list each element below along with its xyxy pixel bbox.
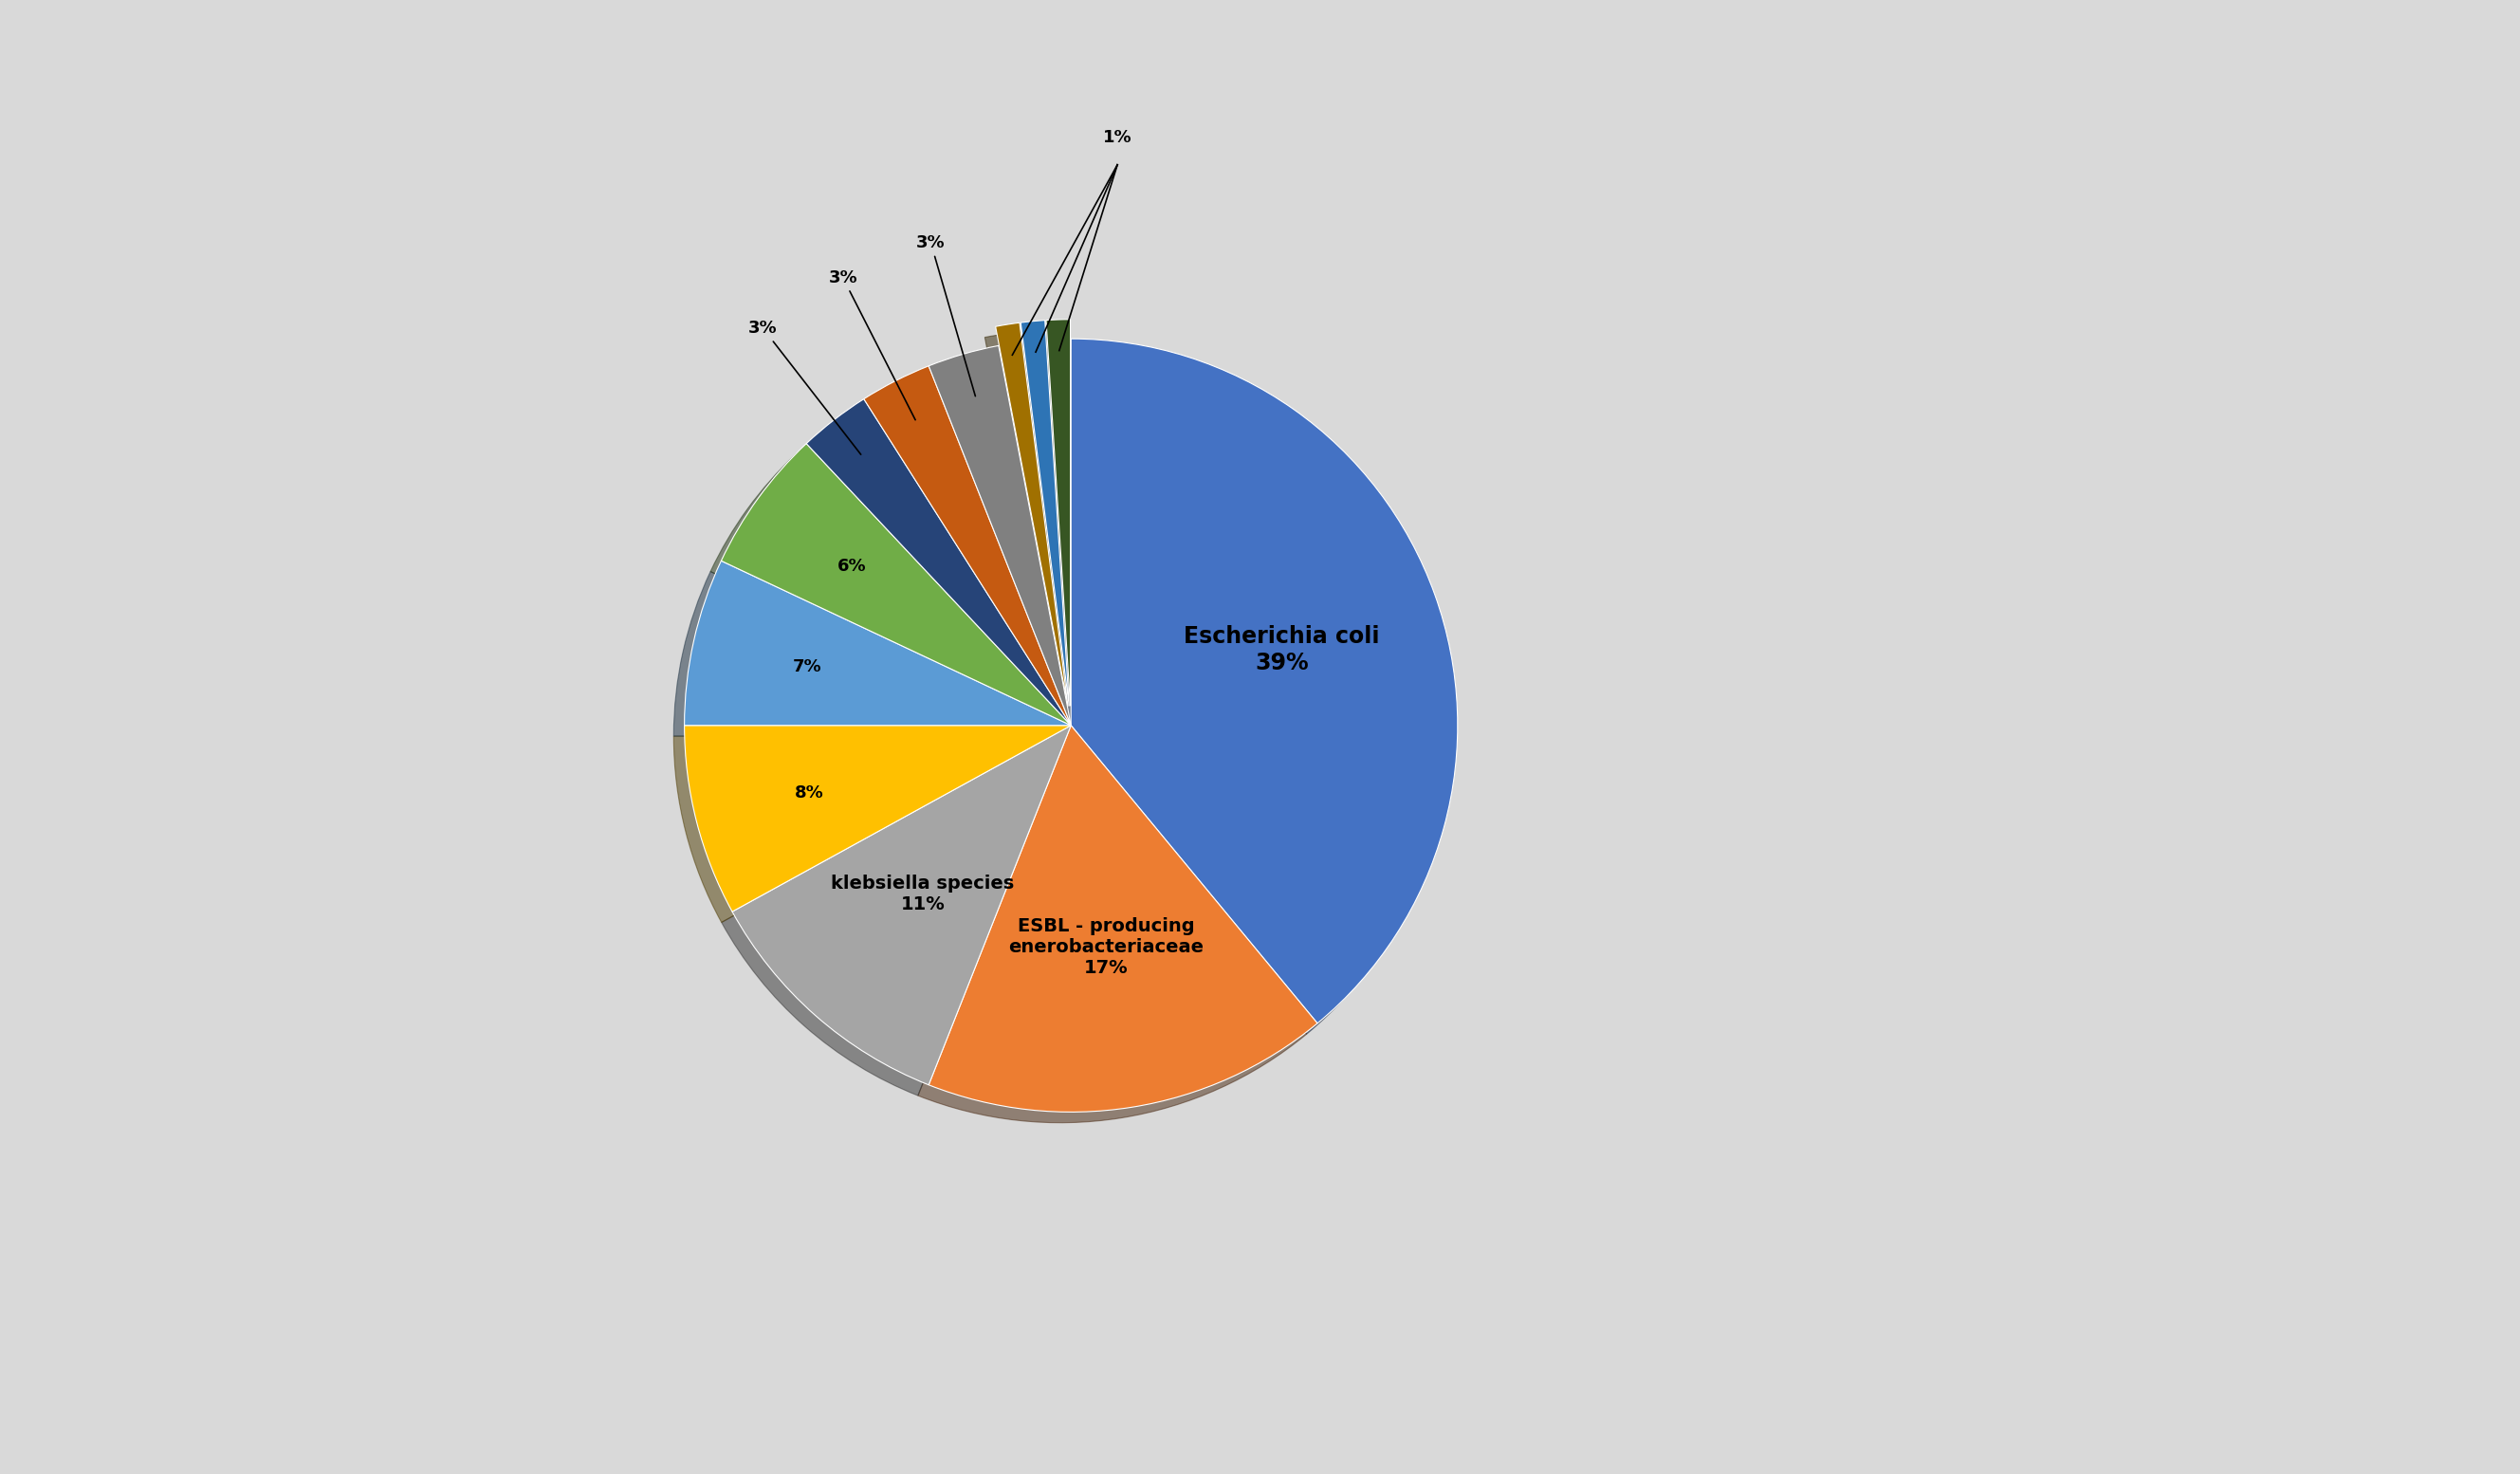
Text: 1%: 1% <box>1104 130 1131 146</box>
Text: 8%: 8% <box>794 784 824 802</box>
Text: klebsiella species
11%: klebsiella species 11% <box>832 874 1016 912</box>
Wedge shape <box>930 345 1071 725</box>
Wedge shape <box>1046 320 1071 706</box>
Wedge shape <box>1071 339 1457 1023</box>
Text: 6%: 6% <box>837 557 867 575</box>
Text: 3%: 3% <box>917 234 975 397</box>
Text: 7%: 7% <box>791 657 822 675</box>
Text: ESBL - producing
enerobacteriaceae
17%: ESBL - producing enerobacteriaceae 17% <box>1008 917 1205 977</box>
Wedge shape <box>930 725 1318 1111</box>
Wedge shape <box>685 560 1071 725</box>
Wedge shape <box>733 725 1071 1085</box>
Text: 3%: 3% <box>748 320 862 454</box>
Wedge shape <box>995 323 1068 706</box>
Wedge shape <box>685 725 1071 911</box>
Wedge shape <box>721 444 1071 725</box>
Text: Escherichia coli
39%: Escherichia coli 39% <box>1184 625 1381 674</box>
Wedge shape <box>864 366 1071 725</box>
Wedge shape <box>806 399 1071 725</box>
Wedge shape <box>1021 320 1068 706</box>
Text: 3%: 3% <box>829 270 915 420</box>
